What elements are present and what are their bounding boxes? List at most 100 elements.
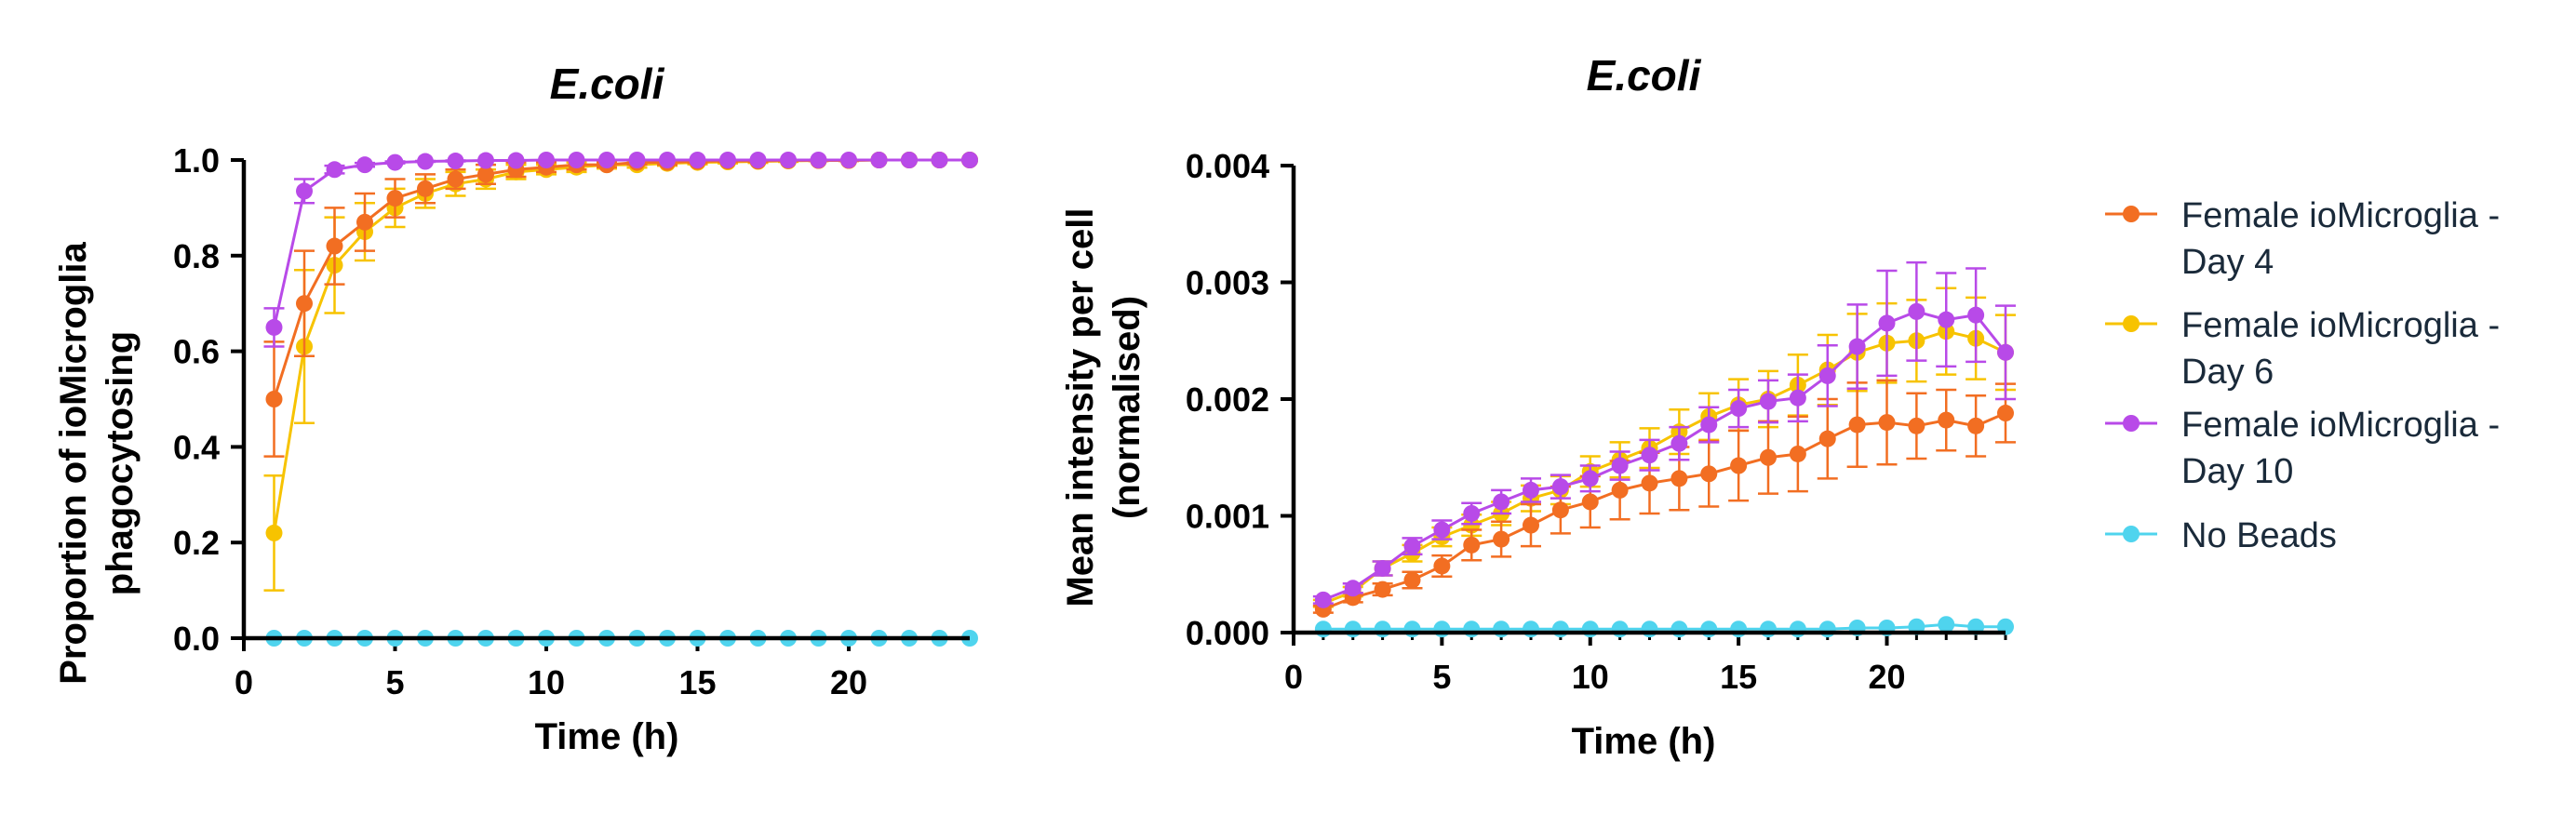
data-point: [1551, 621, 1569, 638]
plot-area: [1312, 260, 2016, 638]
legend-label-cont: Day 10: [2181, 452, 2293, 491]
data-point: [901, 152, 918, 168]
series-line: [1322, 329, 2006, 605]
y-tick-label: 0.003: [1186, 264, 1269, 302]
data-point: [870, 152, 888, 168]
data-point: [1878, 414, 1896, 432]
y-tick-label: 0.004: [1186, 147, 1269, 185]
data-point: [447, 153, 464, 170]
data-point: [1760, 448, 1777, 466]
series-female-d4: [263, 152, 978, 458]
data-point: [1374, 621, 1391, 638]
data-point: [1967, 306, 1985, 324]
legend-label: No Beads: [2181, 516, 2337, 555]
data-point: [1670, 621, 1688, 638]
series-line: [1322, 622, 2006, 631]
data-point: [1848, 338, 1866, 355]
legend-item-female-day4: Female ioMicroglia - Day 4: [2105, 196, 2500, 282]
data-point: [931, 152, 948, 168]
data-point: [1700, 416, 1718, 434]
data-point: [265, 318, 283, 336]
data-point: [1641, 621, 1658, 638]
data-point: [356, 213, 373, 231]
legend-marker: [2123, 526, 2140, 542]
y-tick-label: 0.0: [173, 620, 220, 658]
data-point: [1523, 621, 1539, 638]
data-point: [1818, 621, 1836, 638]
legend-item-female-day6: Female ioMicroglia - Day 6: [2105, 306, 2500, 392]
data-point: [1730, 621, 1748, 638]
data-point: [1581, 621, 1599, 638]
data-point: [1641, 447, 1658, 464]
chart-mean-intensity: E.coli Mean intensity per cell (normalis…: [1060, 51, 2016, 762]
data-point: [1818, 430, 1836, 447]
tick-group: 0.000 0.001 0.002 0.003 0.004 0 5 10 15 20: [1186, 147, 2007, 696]
data-point: [1403, 621, 1421, 638]
data-point: [1730, 457, 1748, 474]
data-point: [659, 152, 676, 168]
data-point: [1344, 621, 1362, 638]
legend-marker: [2123, 206, 2140, 222]
y-axis-label-line2: (normalised): [1107, 296, 1147, 519]
data-point: [749, 152, 767, 168]
x-tick-label: 0: [235, 663, 253, 701]
y-tick-label: 0.000: [1186, 614, 1269, 652]
y-axis-label-line1: Proportion of ioMicroglia: [53, 241, 94, 684]
x-tick-label: 0: [1284, 658, 1303, 696]
data-point: [1374, 559, 1391, 577]
data-point: [386, 153, 404, 171]
legend: Female ioMicroglia - Day 4 Female ioMicr…: [2105, 196, 2500, 555]
data-point: [689, 152, 706, 168]
data-point: [1581, 470, 1599, 487]
data-point: [1818, 367, 1836, 384]
data-point: [477, 166, 494, 183]
data-point: [1997, 343, 2014, 361]
data-point: [1789, 389, 1806, 407]
data-point: [1463, 621, 1481, 638]
data-point: [1611, 481, 1629, 499]
plot-area: [263, 152, 978, 647]
data-point: [1670, 434, 1688, 452]
legend-label-cont: Day 4: [2181, 243, 2274, 282]
data-point: [417, 180, 434, 197]
series-line: [1322, 310, 2007, 602]
series-line: [273, 158, 970, 400]
data-point: [1611, 457, 1629, 474]
data-point: [1848, 416, 1866, 434]
data-point: [417, 153, 434, 170]
y-tick-label: 0.2: [173, 524, 220, 562]
data-point: [447, 170, 464, 188]
data-point: [507, 152, 525, 169]
x-tick-label: 5: [1432, 658, 1451, 696]
y-axis-label-line1: Mean intensity per cell: [1060, 207, 1101, 607]
data-point: [1433, 621, 1451, 638]
data-point: [1611, 621, 1629, 638]
data-point: [1493, 530, 1510, 548]
data-point: [326, 161, 343, 179]
data-point: [1314, 591, 1332, 608]
legend-label: Female ioMicroglia -: [2181, 196, 2500, 235]
data-point: [1908, 302, 1925, 320]
data-point: [326, 237, 343, 255]
data-point: [386, 190, 404, 207]
data-point: [1789, 621, 1806, 638]
data-point: [1463, 536, 1481, 554]
x-axis-label: Time (h): [1572, 721, 1716, 762]
data-point: [568, 152, 585, 168]
data-point: [1344, 580, 1362, 597]
data-point: [1403, 571, 1421, 589]
data-point: [1730, 400, 1748, 418]
x-tick-label: 20: [830, 663, 867, 701]
data-point: [1433, 557, 1451, 575]
data-point: [1314, 621, 1332, 638]
legend-label-cont: Day 6: [2181, 353, 2274, 392]
data-point: [296, 295, 313, 313]
data-point: [1967, 417, 1985, 434]
data-point: [1878, 314, 1896, 332]
data-point: [1551, 501, 1569, 519]
y-tick-label: 0.8: [173, 237, 220, 275]
y-axis-label-line2: phagocytosing: [100, 331, 141, 595]
data-point: [1997, 405, 2014, 422]
data-point: [780, 152, 797, 168]
